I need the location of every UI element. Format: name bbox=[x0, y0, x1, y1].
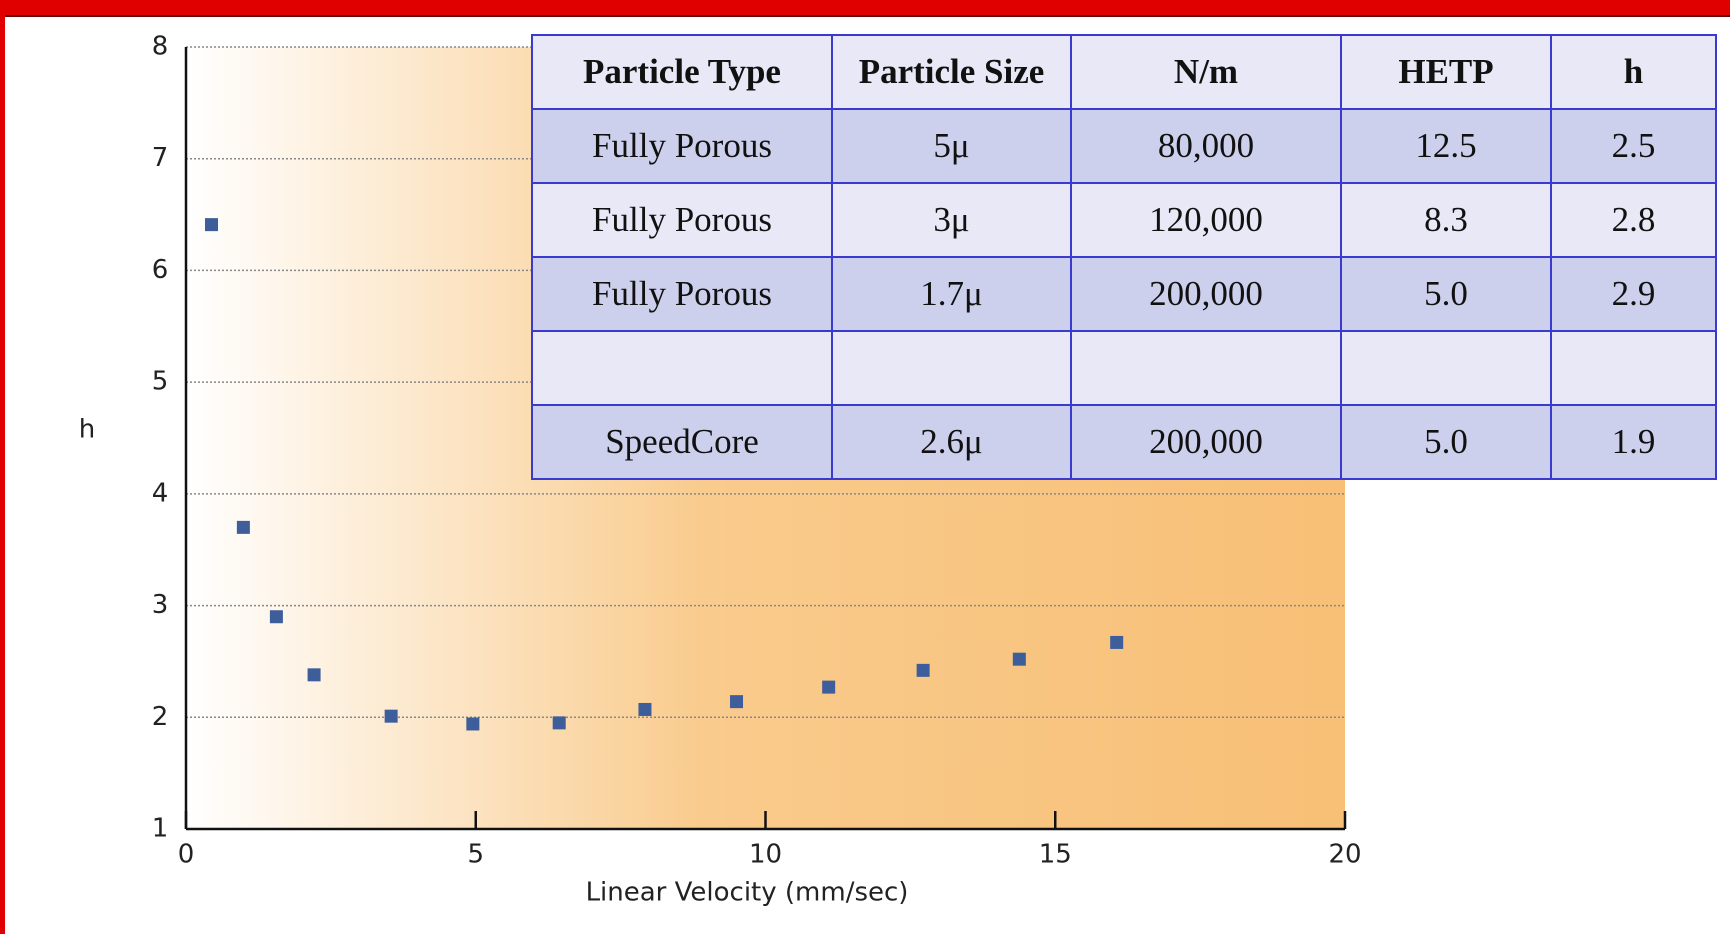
table-cell: 120,000 bbox=[1070, 182, 1342, 258]
y-tick-label: 4 bbox=[152, 478, 169, 508]
table-cell: 1.7μ bbox=[831, 256, 1072, 332]
point bbox=[236, 520, 250, 534]
header-cell: HETP bbox=[1340, 34, 1552, 110]
header-cell: Particle Type bbox=[531, 34, 833, 110]
x-tick-label: 0 bbox=[178, 840, 195, 870]
x-tick-label: 5 bbox=[467, 840, 484, 870]
table-cell: 2.9 bbox=[1550, 256, 1717, 332]
table-cell: SpeedCore bbox=[531, 404, 833, 480]
table-row: SpeedCore 2.6μ 200,000 5.0 1.9 bbox=[531, 404, 1717, 480]
point bbox=[552, 716, 566, 730]
table-cell bbox=[1550, 330, 1717, 406]
table-cell: 5μ bbox=[831, 108, 1072, 184]
table-cell: 200,000 bbox=[1070, 256, 1342, 332]
y-tick-label: 8 bbox=[152, 32, 169, 62]
point bbox=[269, 610, 283, 624]
table-row: Fully Porous 3μ 120,000 8.3 2.8 bbox=[531, 182, 1717, 258]
table-cell: 80,000 bbox=[1070, 108, 1342, 184]
table-row bbox=[531, 330, 1717, 406]
y-tick-label: 3 bbox=[152, 590, 169, 620]
frame-border bbox=[0, 0, 5, 934]
header-cell: N/m bbox=[1070, 34, 1342, 110]
point bbox=[384, 709, 398, 723]
table-header: Particle Type Particle Size N/m HETP h bbox=[531, 34, 1717, 110]
table-cell: 8.3 bbox=[1340, 182, 1552, 258]
y-tick-label: 1 bbox=[152, 814, 169, 844]
table-cell: 5.0 bbox=[1340, 256, 1552, 332]
table-cell: 3μ bbox=[831, 182, 1072, 258]
table-cell: 5.0 bbox=[1340, 404, 1552, 480]
table-cell: 2.6μ bbox=[831, 404, 1072, 480]
table-cell: 200,000 bbox=[1070, 404, 1342, 480]
table-cell: 1.9 bbox=[1550, 404, 1717, 480]
point bbox=[466, 717, 480, 731]
x-tick-label: 20 bbox=[1328, 840, 1361, 870]
x-tick-label: 10 bbox=[749, 840, 782, 870]
title-bar bbox=[0, 0, 1730, 17]
table-row: Fully Porous 5μ 80,000 12.5 2.5 bbox=[531, 108, 1717, 184]
table-cell bbox=[1070, 330, 1342, 406]
data-table: Particle Type Particle Size N/m HETP h Fully… bbox=[531, 34, 1717, 480]
table-row: Fully Porous 1.7μ 200,000 5.0 2.9 bbox=[531, 256, 1717, 332]
point bbox=[204, 218, 218, 232]
y-tick-label: 2 bbox=[152, 702, 169, 732]
y-tick-label: 6 bbox=[152, 255, 169, 285]
table-cell: 2.5 bbox=[1550, 108, 1717, 184]
point bbox=[1110, 635, 1124, 649]
header-cell: h bbox=[1550, 34, 1717, 110]
point bbox=[730, 695, 744, 709]
table-cell: 12.5 bbox=[1340, 108, 1552, 184]
point bbox=[916, 663, 930, 677]
table-cell: Fully Porous bbox=[531, 256, 833, 332]
point bbox=[307, 668, 321, 682]
header-cell: Particle Size bbox=[831, 34, 1072, 110]
x-tick-label: 15 bbox=[1039, 840, 1072, 870]
point bbox=[1012, 652, 1026, 666]
point bbox=[638, 702, 652, 716]
table-cell bbox=[831, 330, 1072, 406]
x-axis-title: Linear Velocity (mm/sec) bbox=[586, 878, 909, 908]
point bbox=[822, 680, 836, 694]
y-tick-label: 5 bbox=[152, 367, 169, 397]
table-cell bbox=[1340, 330, 1552, 406]
table-cell: Fully Porous bbox=[531, 108, 833, 184]
table-cell: 2.8 bbox=[1550, 182, 1717, 258]
table-cell bbox=[531, 330, 833, 406]
y-axis-title: h bbox=[79, 415, 95, 445]
y-tick-label: 7 bbox=[152, 143, 169, 173]
table-cell: Fully Porous bbox=[531, 182, 833, 258]
